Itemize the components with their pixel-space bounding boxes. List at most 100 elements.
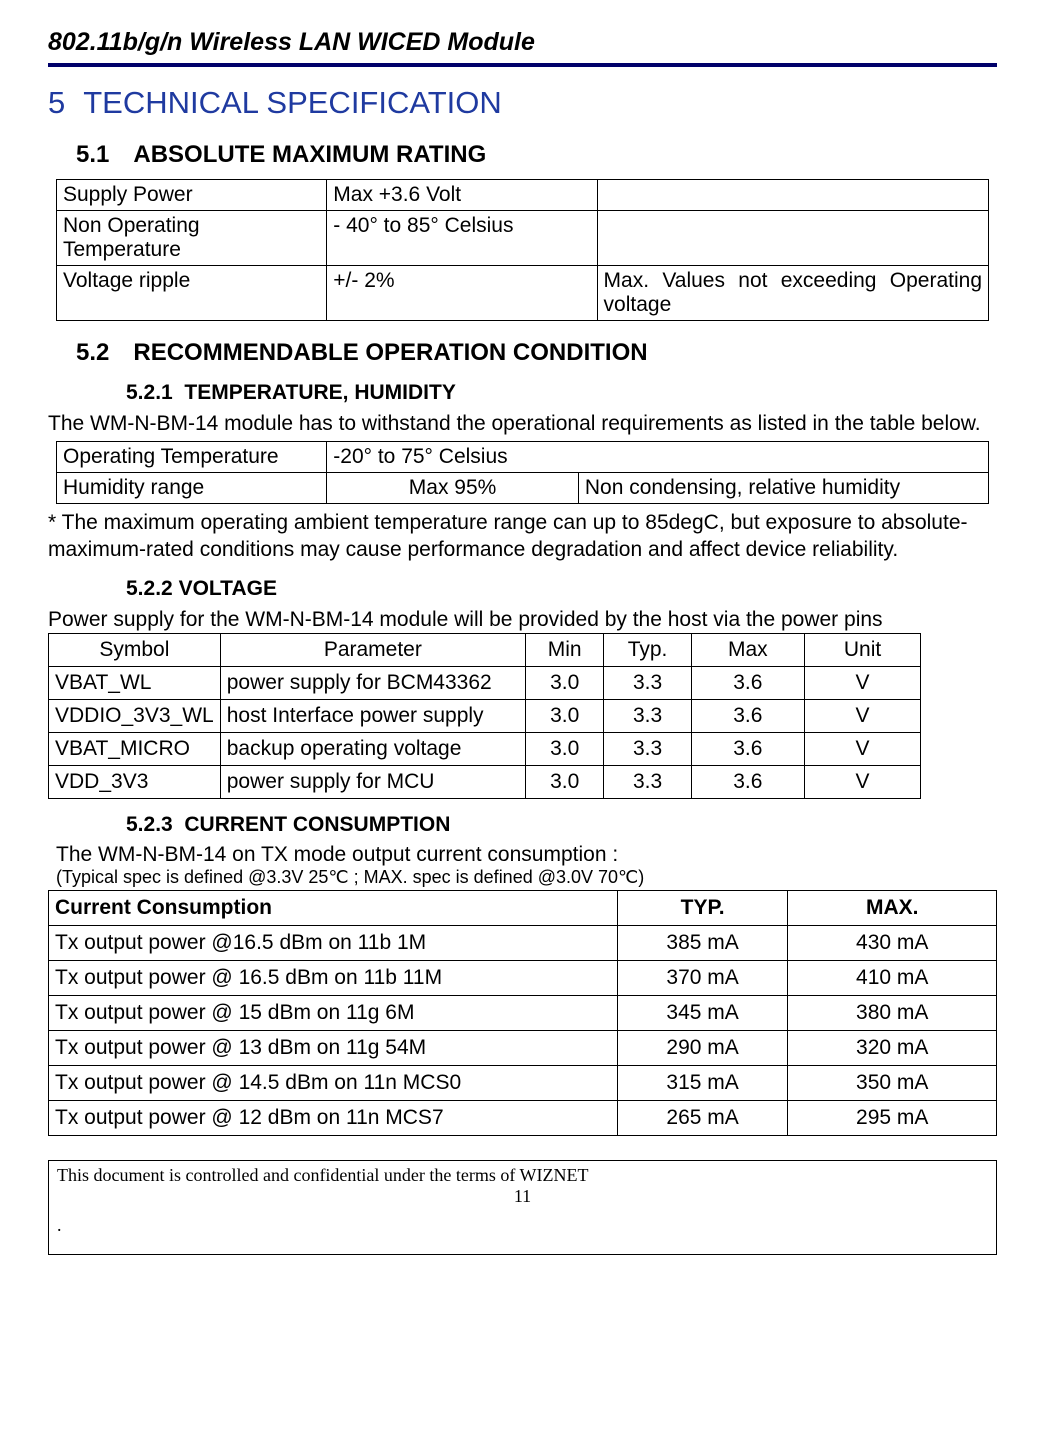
cell-desc: Tx output power @ 13 dBm on 11g 54M	[49, 1031, 618, 1066]
cell-param: backup operating voltage	[220, 733, 525, 766]
col-desc: Current Consumption	[49, 891, 618, 926]
cell-max: 350 mA	[788, 1066, 997, 1101]
page-footer: This document is controlled and confiden…	[48, 1160, 997, 1255]
cell-note	[597, 211, 988, 266]
table-row: VBAT_MICRO backup operating voltage 3.0 …	[49, 733, 921, 766]
subsection-number: 5.2.3	[126, 813, 173, 836]
voltage-intro: Power supply for the WM-N-BM-14 module w…	[48, 607, 997, 633]
cell-desc: Tx output power @ 16.5 dBm on 11b 11M	[49, 961, 618, 996]
cell-desc: Tx output power @ 14.5 dBm on 11n MCS0	[49, 1066, 618, 1101]
page-number: 11	[57, 1186, 988, 1207]
absolute-max-table: Supply Power Max +3.6 Volt Non Operating…	[56, 179, 989, 321]
table-row: Tx output power @ 16.5 dBm on 11b 11M 37…	[49, 961, 997, 996]
cell-note	[597, 180, 988, 211]
document-title: 802.11b/g/n Wireless LAN WICED Module	[48, 28, 997, 57]
cell-max: 3.6	[691, 667, 804, 700]
table-row: Non Operating Temperature - 40° to 85° C…	[57, 211, 989, 266]
subsection-title: ABSOLUTE MAXIMUM RATING	[133, 141, 486, 168]
cell-unit: V	[805, 766, 921, 799]
col-typ: TYP.	[617, 891, 788, 926]
cell-symbol: VDDIO_3V3_WL	[49, 700, 221, 733]
cell-value: -20° to 75° Celsius	[327, 442, 989, 473]
section-heading: 5 TECHNICAL SPECIFICATION	[48, 85, 997, 121]
cell-typ: 385 mA	[617, 926, 788, 961]
subsection-title: VOLTAGE	[179, 577, 277, 600]
cell-symbol: VDD_3V3	[49, 766, 221, 799]
cell-value: - 40° to 85° Celsius	[327, 211, 597, 266]
cell-typ: 3.3	[604, 667, 691, 700]
subsection-5-2-3-heading: 5.2.3 CURRENT CONSUMPTION	[126, 813, 997, 837]
temp-footnote: * The maximum operating ambient temperat…	[48, 510, 997, 563]
temp-humidity-table: Operating Temperature -20° to 75° Celsiu…	[56, 441, 989, 504]
col-max: Max	[691, 634, 804, 667]
cell-label: Supply Power	[57, 180, 327, 211]
cell-label: Operating Temperature	[57, 442, 327, 473]
cell-typ: 3.3	[604, 733, 691, 766]
cell-typ: 370 mA	[617, 961, 788, 996]
table-row: Supply Power Max +3.6 Volt	[57, 180, 989, 211]
cell-min: 3.0	[525, 700, 603, 733]
footer-confidential: This document is controlled and confiden…	[57, 1165, 988, 1186]
cell-value: +/- 2%	[327, 266, 597, 321]
table-row: Tx output power @ 12 dBm on 11n MCS7 265…	[49, 1101, 997, 1136]
cell-symbol: VBAT_MICRO	[49, 733, 221, 766]
cell-max: 3.6	[691, 733, 804, 766]
cell-param: power supply for BCM43362	[220, 667, 525, 700]
cell-symbol: VBAT_WL	[49, 667, 221, 700]
subsection-title: RECOMMENDABLE OPERATION CONDITION	[133, 339, 647, 366]
table-row: Voltage ripple +/- 2% Max. Values not ex…	[57, 266, 989, 321]
table-row: Tx output power @ 13 dBm on 11g 54M 290 …	[49, 1031, 997, 1066]
table-header-row: Current Consumption TYP. MAX.	[49, 891, 997, 926]
section-number: 5	[48, 85, 65, 120]
subsection-number: 5.2	[76, 339, 109, 366]
cell-unit: V	[805, 733, 921, 766]
cell-param: power supply for MCU	[220, 766, 525, 799]
section-title: TECHNICAL SPECIFICATION	[83, 85, 502, 120]
subsection-title: CURRENT CONSUMPTION	[184, 813, 450, 836]
table-row: Tx output power @ 15 dBm on 11g 6M 345 m…	[49, 996, 997, 1031]
cell-min: 3.0	[525, 733, 603, 766]
cell-desc: Tx output power @ 12 dBm on 11n MCS7	[49, 1101, 618, 1136]
voltage-table: Symbol Parameter Min Typ. Max Unit VBAT_…	[48, 633, 921, 799]
cell-typ: 315 mA	[617, 1066, 788, 1101]
cell-label: Voltage ripple	[57, 266, 327, 321]
col-min: Min	[525, 634, 603, 667]
table-row: Tx output power @ 14.5 dBm on 11n MCS0 3…	[49, 1066, 997, 1101]
table-row: Operating Temperature -20° to 75° Celsiu…	[57, 442, 989, 473]
title-rule	[48, 63, 997, 67]
cell-value: Max +3.6 Volt	[327, 180, 597, 211]
table-row: Tx output power @16.5 dBm on 11b 1M 385 …	[49, 926, 997, 961]
subsection-5-2-2-heading: 5.2.2 VOLTAGE	[126, 577, 997, 601]
cell-max: 380 mA	[788, 996, 997, 1031]
subsection-number: 5.2.2	[126, 577, 173, 600]
cell-param: host Interface power supply	[220, 700, 525, 733]
cell-min: 3.0	[525, 667, 603, 700]
table-row: VDD_3V3 power supply for MCU 3.0 3.3 3.6…	[49, 766, 921, 799]
cell-typ: 290 mA	[617, 1031, 788, 1066]
cell-unit: V	[805, 700, 921, 733]
cell-desc: Tx output power @16.5 dBm on 11b 1M	[49, 926, 618, 961]
subsection-5-2-heading: 5.2 RECOMMENDABLE OPERATION CONDITION	[76, 339, 997, 367]
col-typ: Typ.	[604, 634, 691, 667]
cell-min: 3.0	[525, 766, 603, 799]
cell-label: Non Operating Temperature	[57, 211, 327, 266]
col-unit: Unit	[805, 634, 921, 667]
col-parameter: Parameter	[220, 634, 525, 667]
cell-value: Max 95%	[327, 473, 579, 504]
cell-max: 3.6	[691, 766, 804, 799]
cell-note: Max. Values not exceeding Operating volt…	[597, 266, 988, 321]
col-symbol: Symbol	[49, 634, 221, 667]
cell-typ: 265 mA	[617, 1101, 788, 1136]
cell-unit: V	[805, 667, 921, 700]
cell-typ: 3.3	[604, 700, 691, 733]
table-row: Humidity range Max 95% Non condensing, r…	[57, 473, 989, 504]
subsection-title: TEMPERATURE, HUMIDITY	[184, 381, 455, 404]
temp-humidity-intro: The WM-N-BM-14 module has to withstand t…	[48, 411, 997, 437]
current-table: Current Consumption TYP. MAX. Tx output …	[48, 890, 997, 1136]
current-note: (Typical spec is defined @3.3V 25℃ ; MAX…	[56, 867, 997, 888]
cell-max: 430 mA	[788, 926, 997, 961]
subsection-5-1-heading: 5.1 ABSOLUTE MAXIMUM RATING	[76, 141, 997, 169]
subsection-number: 5.1	[76, 141, 109, 168]
subsection-5-2-1-heading: 5.2.1 TEMPERATURE, HUMIDITY	[126, 381, 997, 405]
table-row: VBAT_WL power supply for BCM43362 3.0 3.…	[49, 667, 921, 700]
